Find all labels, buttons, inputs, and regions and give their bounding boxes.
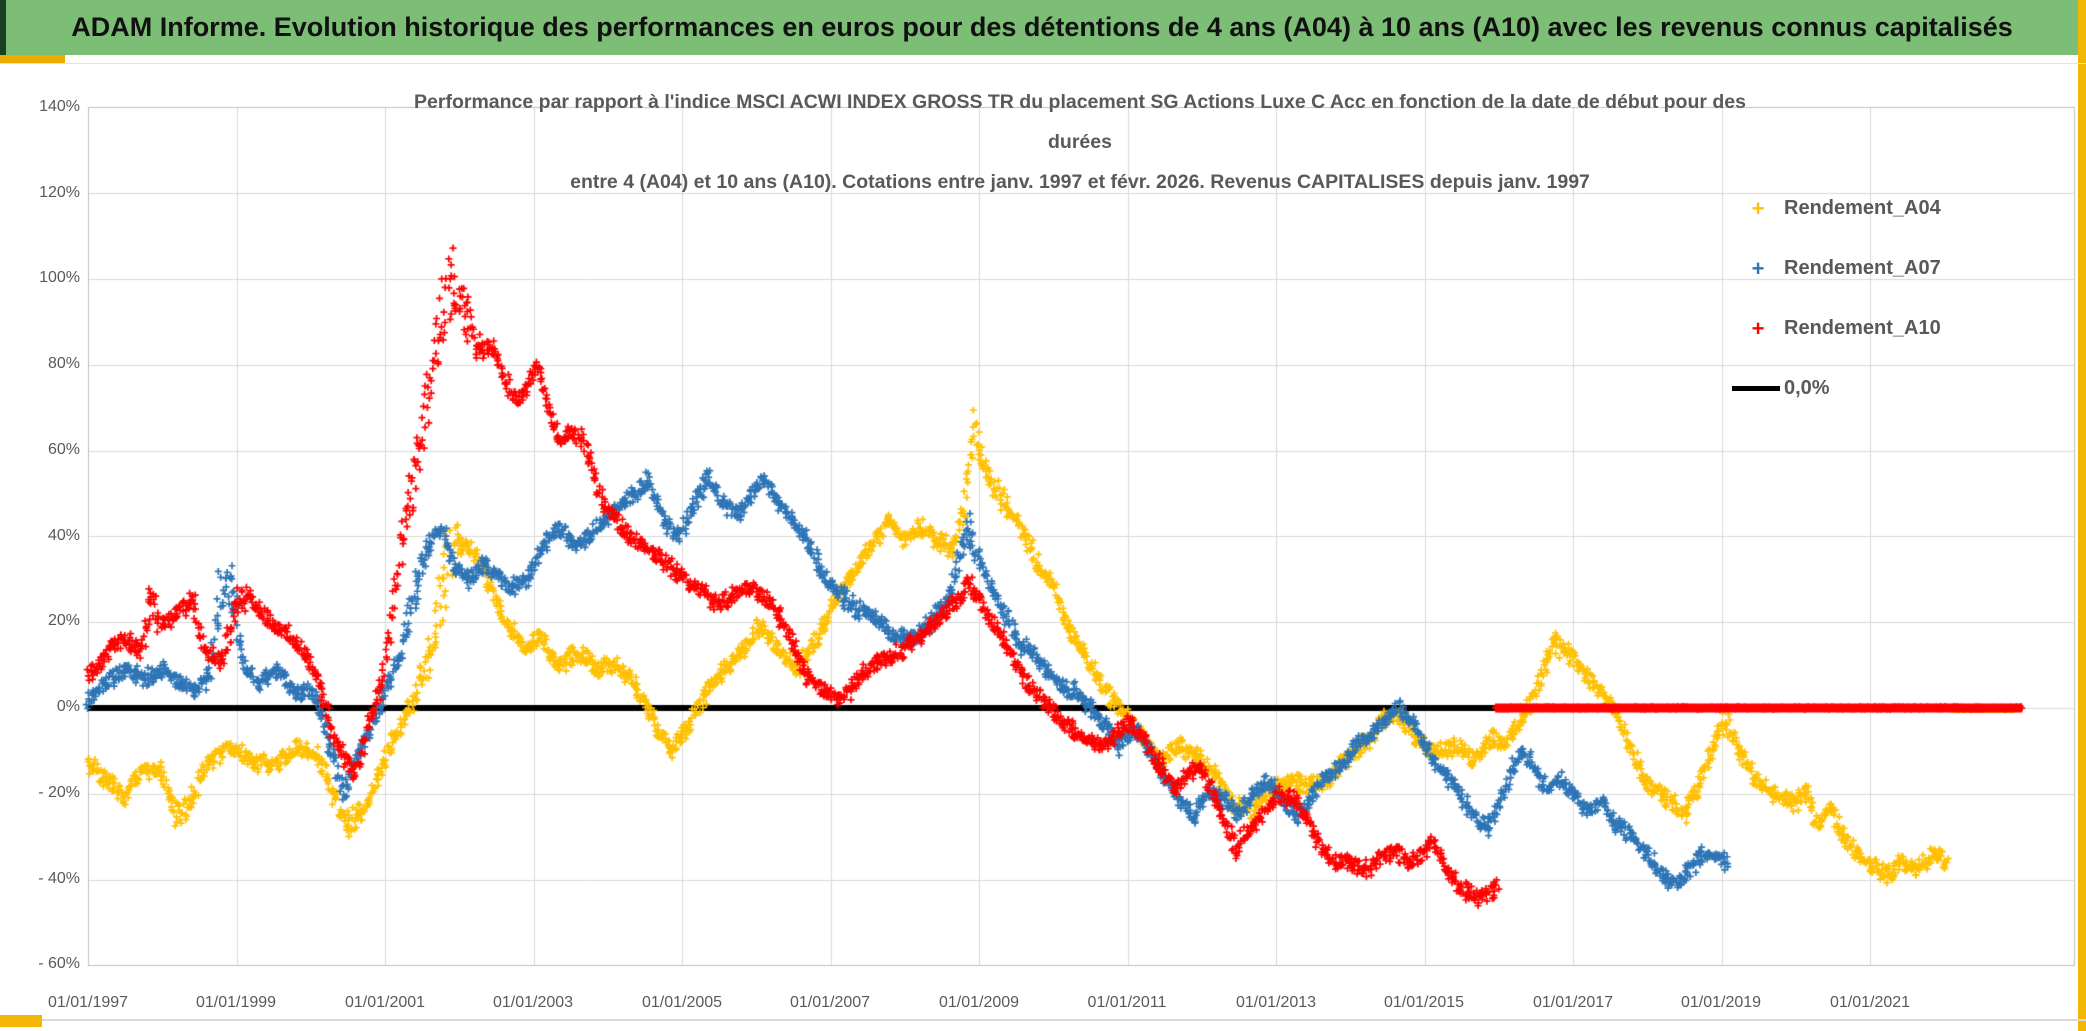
y-tick-100: 100% <box>39 269 80 286</box>
chart-title-line1: Performance par rapport à l'indice MSCI … <box>414 91 1746 113</box>
legend-item-a07: + Rendement_A07 <box>1732 252 1941 285</box>
legend-item-zero-line: 0,0% <box>1732 372 1941 405</box>
x-tick-2017: 01/01/2017 <box>1532 994 1614 1011</box>
plus-marker-icon: + <box>1751 195 1765 221</box>
line-marker-icon <box>1732 386 1780 391</box>
x-tick-2001: 01/01/2001 <box>344 994 426 1011</box>
x-tick-2015: 01/01/2015 <box>1383 994 1465 1011</box>
x-tick-1997: 01/01/1997 <box>47 994 129 1011</box>
legend-label-zero: 0,0% <box>1784 377 1830 399</box>
legend-item-a04: + Rendement_A04 <box>1732 192 1941 225</box>
y-tick-0: 0% <box>56 698 80 715</box>
x-tick-2003: 01/01/2003 <box>492 994 574 1011</box>
plus-marker-icon: + <box>1751 255 1765 281</box>
y-tick-m40: - 40% <box>38 870 80 887</box>
chart-title-line3: entre 4 (A04) et 10 ans (A10). Cotations… <box>570 171 1590 193</box>
y-tick-m20: - 20% <box>38 784 80 801</box>
chart-title-line2: durées <box>1048 131 1112 153</box>
x-tick-2007: 01/01/2007 <box>789 994 871 1011</box>
legend-label-a04: Rendement_A04 <box>1784 197 1941 219</box>
x-tick-2009: 01/01/2009 <box>938 994 1020 1011</box>
y-tick-m60: - 60% <box>38 955 80 972</box>
y-tick-140: 140% <box>39 98 80 115</box>
x-tick-1999: 01/01/1999 <box>195 994 277 1011</box>
legend-label-a07: Rendement_A07 <box>1784 257 1941 279</box>
legend: + Rendement_A04 + Rendement_A07 + Rendem… <box>1732 192 1941 432</box>
plus-marker-icon: + <box>1751 315 1765 341</box>
y-tick-20: 20% <box>47 612 80 629</box>
y-tick-40: 40% <box>47 527 80 544</box>
y-tick-120: 120% <box>39 184 80 201</box>
x-tick-2019: 01/01/2019 <box>1680 994 1762 1011</box>
x-tick-2021: 01/01/2021 <box>1829 994 1911 1011</box>
legend-label-a10: Rendement_A10 <box>1784 317 1941 339</box>
x-tick-2005: 01/01/2005 <box>641 994 723 1011</box>
legend-item-a10: + Rendement_A10 <box>1732 312 1941 345</box>
y-tick-80: 80% <box>47 355 80 372</box>
chart-title: Performance par rapport à l'indice MSCI … <box>250 82 1910 202</box>
y-tick-60: 60% <box>47 441 80 458</box>
x-tick-2013: 01/01/2013 <box>1235 994 1317 1011</box>
x-tick-2011: 01/01/2011 <box>1087 994 1167 1011</box>
